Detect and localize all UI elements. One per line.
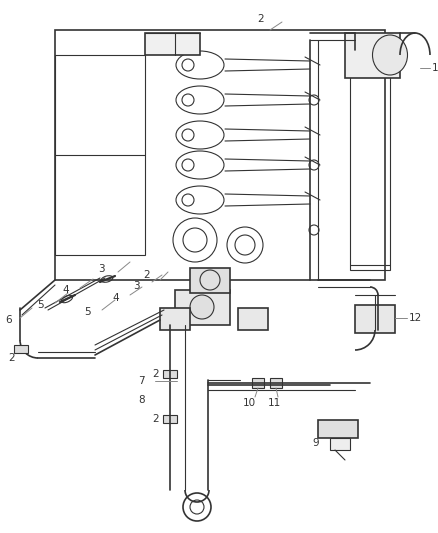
Bar bbox=[160, 308, 190, 330]
Bar bbox=[190, 268, 230, 293]
Bar bbox=[163, 370, 177, 378]
Bar bbox=[175, 290, 230, 325]
Text: 2: 2 bbox=[152, 414, 159, 424]
Text: 2: 2 bbox=[143, 270, 150, 280]
Bar bbox=[330, 438, 350, 450]
Bar bbox=[318, 420, 358, 438]
Text: 5: 5 bbox=[84, 307, 91, 317]
Text: 3: 3 bbox=[98, 264, 105, 274]
Circle shape bbox=[190, 295, 214, 319]
Bar bbox=[55, 55, 145, 255]
Bar bbox=[55, 30, 385, 280]
Text: 10: 10 bbox=[243, 398, 256, 408]
Text: 7: 7 bbox=[138, 376, 145, 386]
Bar bbox=[355, 305, 395, 333]
Text: 4: 4 bbox=[62, 285, 69, 295]
Bar bbox=[163, 415, 177, 423]
Text: 4: 4 bbox=[112, 293, 119, 303]
Text: 2: 2 bbox=[8, 353, 14, 363]
Text: 5: 5 bbox=[37, 300, 44, 310]
Bar bbox=[252, 378, 264, 388]
Bar bbox=[270, 378, 282, 388]
Text: 9: 9 bbox=[312, 438, 318, 448]
Text: 2: 2 bbox=[257, 14, 264, 24]
Bar bbox=[14, 345, 28, 353]
Text: 3: 3 bbox=[133, 281, 140, 291]
Bar bbox=[238, 308, 268, 330]
Text: 8: 8 bbox=[138, 395, 145, 405]
Bar bbox=[345, 33, 400, 78]
Text: 2: 2 bbox=[152, 369, 159, 379]
Text: 12: 12 bbox=[409, 313, 422, 323]
Text: 1: 1 bbox=[432, 63, 438, 73]
Ellipse shape bbox=[372, 35, 407, 75]
Text: 6: 6 bbox=[5, 315, 12, 325]
Bar bbox=[350, 50, 390, 270]
Text: 11: 11 bbox=[268, 398, 281, 408]
Bar bbox=[145, 33, 200, 55]
